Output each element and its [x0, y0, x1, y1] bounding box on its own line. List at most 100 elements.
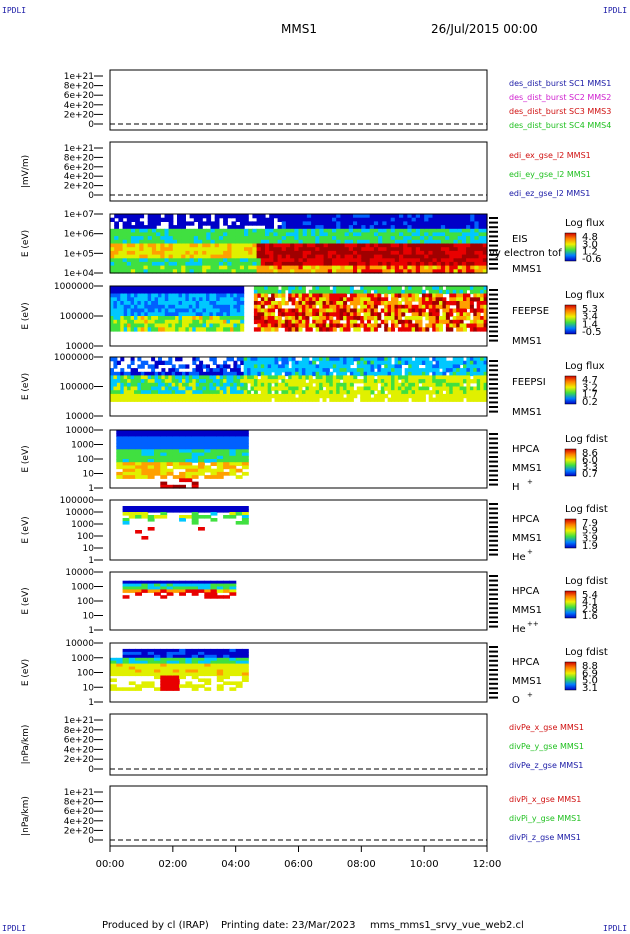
- spectrogram-cell: [281, 239, 287, 245]
- spectrogram-cell: [253, 308, 258, 313]
- spectrogram-cell: [377, 397, 382, 402]
- spectrogram-cell: [285, 250, 291, 256]
- y-axis-label: E (eV): [21, 445, 31, 472]
- spectrogram-cell: [247, 364, 252, 369]
- spectrogram-cell: [185, 446, 193, 450]
- spectrogram-cell: [135, 663, 142, 668]
- spectrogram-cell: [210, 236, 216, 241]
- spectrogram-cell: [198, 684, 205, 688]
- spectrogram-cell: [244, 217, 249, 222]
- spectrogram-cell: [151, 390, 156, 395]
- spectrogram-cell: [377, 316, 382, 321]
- spectrogram-cell: [480, 375, 485, 380]
- spectrogram-cell: [229, 459, 237, 463]
- spectrogram-cell: [277, 236, 283, 241]
- spectrogram-cell: [235, 433, 243, 437]
- spectrogram-cell: [198, 258, 203, 263]
- spectrogram-cell: [284, 327, 289, 332]
- spectrogram-cell: [226, 286, 231, 291]
- spectrogram-cell: [130, 393, 135, 399]
- spectrogram-cell: [435, 393, 440, 399]
- spectrogram-cell: [223, 375, 228, 380]
- spectrogram-cell: [216, 471, 224, 476]
- spectrogram-cell: [336, 393, 341, 399]
- spectrogram-cell: [357, 228, 362, 234]
- spectrogram-cell: [346, 393, 351, 399]
- spectrogram-cell: [116, 436, 124, 441]
- spectrogram-cell: [382, 250, 388, 256]
- spectrogram-cell: [116, 293, 121, 298]
- spectrogram-cell: [229, 465, 237, 470]
- spectrogram-cell: [166, 509, 174, 513]
- spectrogram-cell: [135, 261, 140, 267]
- spectrogram-cell: [425, 379, 430, 384]
- spectrogram-cell: [361, 232, 367, 237]
- spectrogram-cell: [144, 382, 149, 388]
- spectrogram-cell: [244, 254, 249, 259]
- spectrogram-cell: [445, 243, 450, 248]
- spectrogram-cell: [164, 269, 170, 274]
- spectrogram-cell: [204, 439, 212, 444]
- spectrogram-cell: [137, 286, 142, 291]
- spectrogram-cell: [365, 239, 371, 245]
- spectrogram-cell: [387, 375, 392, 380]
- spectrogram-cell: [257, 357, 262, 362]
- spectrogram-cell: [264, 308, 269, 313]
- spectrogram-cell: [185, 452, 193, 457]
- spectrogram-cell: [339, 327, 344, 332]
- spectrogram-cell: [312, 316, 317, 321]
- spectrogram-cell: [411, 239, 417, 245]
- spectrogram-cell: [185, 323, 190, 328]
- y-tick-label: 10: [83, 470, 95, 480]
- spectrogram-cell: [154, 465, 161, 470]
- spectrogram-cell: [130, 304, 135, 310]
- spectrogram-cell: [407, 258, 413, 263]
- spectrogram-cell: [411, 304, 416, 310]
- spectrogram-cell: [277, 304, 282, 310]
- spectrogram-cell: [445, 269, 450, 274]
- spectrogram-cell: [306, 232, 312, 237]
- spectrogram-cell: [363, 386, 368, 391]
- spectrogram-cell: [452, 323, 457, 328]
- spectrogram-cell: [192, 327, 197, 332]
- spectrogram-cell: [373, 357, 378, 362]
- spectrogram-cell: [404, 360, 409, 365]
- spectrogram-cell: [247, 390, 252, 395]
- spectrogram-cell: [340, 221, 346, 226]
- spectrogram-cell: [478, 265, 484, 270]
- edge-stub: [489, 539, 498, 542]
- spectrogram-cell: [130, 368, 135, 373]
- spectrogram-cell: [378, 225, 383, 230]
- spectrogram-cell: [122, 254, 128, 259]
- spectrogram-cell: [154, 316, 159, 321]
- spectrogram-cell: [210, 595, 218, 599]
- spectrogram-cell: [137, 382, 142, 388]
- spectrogram-cell: [230, 323, 234, 328]
- spectrogram-cell: [229, 449, 237, 454]
- spectrogram-cell: [267, 371, 272, 377]
- spectrogram-cell: [273, 214, 279, 219]
- spectrogram-cell: [373, 289, 378, 295]
- spectrogram-cell: [252, 214, 258, 219]
- spectrogram-cell: [154, 312, 159, 317]
- spectrogram-cell: [140, 379, 145, 384]
- spectrogram-cell: [363, 316, 368, 321]
- spectrogram-cell: [291, 289, 296, 295]
- spectrogram-cell: [114, 250, 119, 256]
- spectrogram-cell: [191, 442, 199, 447]
- spectrogram-cell: [369, 221, 375, 226]
- spectrogram-cell: [298, 239, 304, 245]
- spectrogram-cell: [250, 386, 255, 391]
- spectrogram-cell: [182, 386, 186, 391]
- spectrogram-cell: [301, 393, 306, 399]
- spectrogram-cell: [147, 651, 155, 656]
- spectrogram-cell: [191, 436, 199, 441]
- spectrogram-cell: [346, 316, 351, 321]
- spectrogram-cell: [404, 293, 409, 298]
- spectrogram-cell: [474, 214, 480, 219]
- spectrogram-cell: [432, 397, 437, 402]
- spectrogram-cell: [336, 225, 341, 230]
- spectrogram-cell: [453, 254, 459, 259]
- spectrogram-cell: [377, 364, 382, 369]
- spectrogram-cell: [204, 666, 212, 671]
